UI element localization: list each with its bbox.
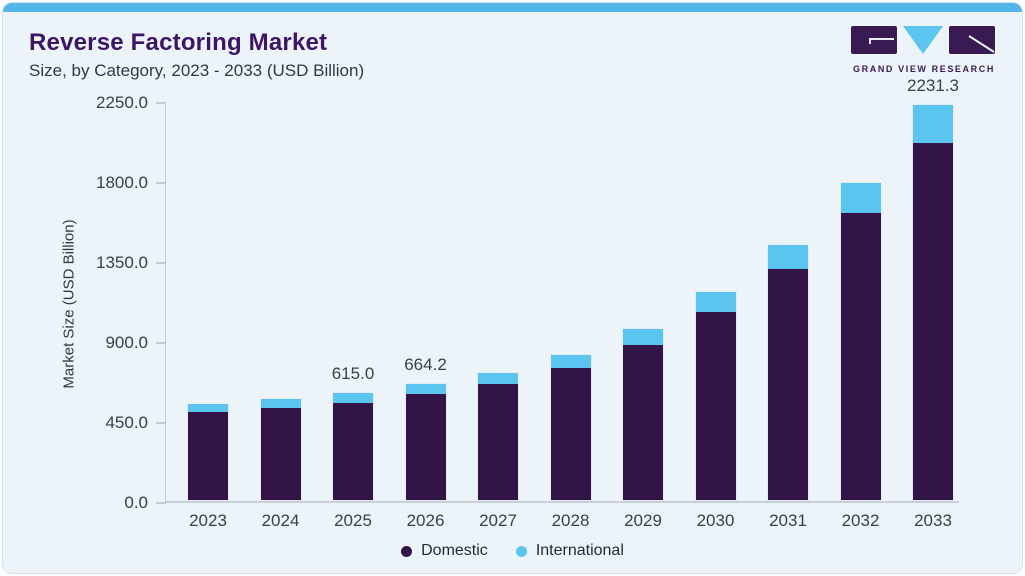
x-tick-label-2033: 2033 xyxy=(914,511,952,530)
x-tick-label-2025: 2025 xyxy=(334,511,372,530)
legend-label-international: International xyxy=(535,542,624,559)
bar-2033 xyxy=(912,104,954,501)
chart-title: Reverse Factoring Market xyxy=(29,29,328,56)
y-axis-title: Market Size (USD Billion) xyxy=(60,219,78,389)
data-label-2025: 615.0 xyxy=(331,363,375,383)
x-tick-label-2024: 2024 xyxy=(261,511,300,530)
bar-2027-international xyxy=(478,373,518,385)
bar-2029 xyxy=(622,327,664,501)
bar-2026-international xyxy=(405,383,446,395)
y-tick-label: 1350.0 xyxy=(96,253,148,272)
bar-2029-international xyxy=(623,328,663,346)
bar-2023-domestic xyxy=(188,412,228,500)
bar-2027-domestic xyxy=(478,384,518,500)
bar-2025-international xyxy=(333,392,373,403)
y-tick-mark xyxy=(156,502,166,504)
bar-2031-domestic xyxy=(768,268,808,500)
bar-2030 xyxy=(694,291,737,501)
bar-2026 xyxy=(404,382,447,501)
bar-2028-international xyxy=(550,354,591,369)
bar-2023-international xyxy=(188,403,228,413)
data-label-2033: 2231.3 xyxy=(907,76,959,96)
bar-2025-domestic xyxy=(333,402,373,500)
bar-2032 xyxy=(839,182,882,501)
international-legend-dot-icon xyxy=(515,545,527,557)
legend-label-domestic: Domestic xyxy=(421,542,488,559)
y-tick-label: 2250.0 xyxy=(96,93,148,112)
chart-subtitle: Size, by Category, 2023 - 2033 (USD Bill… xyxy=(29,61,365,80)
bar-2033-domestic xyxy=(913,142,953,500)
x-tick-label-2023: 2023 xyxy=(189,511,227,530)
y-tick-mark xyxy=(156,342,166,344)
bar-2028 xyxy=(549,353,592,501)
gvr-logo: GRAND VIEW RESEARCH xyxy=(850,25,998,74)
x-tick-label-2029: 2029 xyxy=(624,511,662,530)
bar-2025 xyxy=(332,391,374,501)
y-tick-label: 450.0 xyxy=(105,413,148,432)
gvr-logo-icon xyxy=(851,26,995,54)
bar-2031 xyxy=(767,243,809,501)
bar-2023 xyxy=(187,402,229,501)
bar-2027 xyxy=(477,372,519,501)
chart-legend: Domestic International xyxy=(3,542,1022,560)
y-tick-label: 900.0 xyxy=(105,333,148,352)
bar-2032-international xyxy=(840,183,881,214)
data-label-2026: 664.2 xyxy=(404,354,447,374)
legend-item-domestic: Domestic xyxy=(401,542,488,560)
domestic-legend-dot-icon xyxy=(401,545,413,557)
y-tick-label: 1800.0 xyxy=(96,173,148,192)
bar-2029-domestic xyxy=(623,345,663,500)
y-tick-mark xyxy=(156,102,166,104)
x-tick-label-2027: 2027 xyxy=(479,511,517,530)
top-accent-strip xyxy=(3,3,1022,12)
bar-2030-international xyxy=(695,292,736,313)
y-tick-label: 0.0 xyxy=(124,493,148,512)
y-tick-mark xyxy=(156,262,166,264)
x-tick-label-2028: 2028 xyxy=(551,511,590,530)
x-tick-label-2032: 2032 xyxy=(841,511,880,530)
bar-2030-domestic xyxy=(695,312,736,500)
bar-2028-domestic xyxy=(550,368,591,500)
bar-2024 xyxy=(259,397,302,501)
bar-2031-international xyxy=(768,244,808,269)
gvr-logo-text: GRAND VIEW RESEARCH xyxy=(853,64,995,74)
x-tick-label-2030: 2030 xyxy=(696,511,735,530)
y-tick-mark xyxy=(156,182,166,184)
legend-item-international: International xyxy=(515,542,624,560)
y-tick-mark xyxy=(156,422,166,424)
x-tick-label-2026: 2026 xyxy=(406,511,445,530)
bar-2033-international xyxy=(913,105,953,143)
plot-area: 2250.0 1800.0 1350.0 900.0 450.0 0.0 2023 2024 6… xyxy=(96,76,959,530)
bar-2024-international xyxy=(260,398,301,409)
bar-2026-domestic xyxy=(405,394,446,500)
bar-2024-domestic xyxy=(260,408,301,500)
bar-2032-domestic xyxy=(840,213,881,500)
x-tick-label-2031: 2031 xyxy=(769,511,807,530)
